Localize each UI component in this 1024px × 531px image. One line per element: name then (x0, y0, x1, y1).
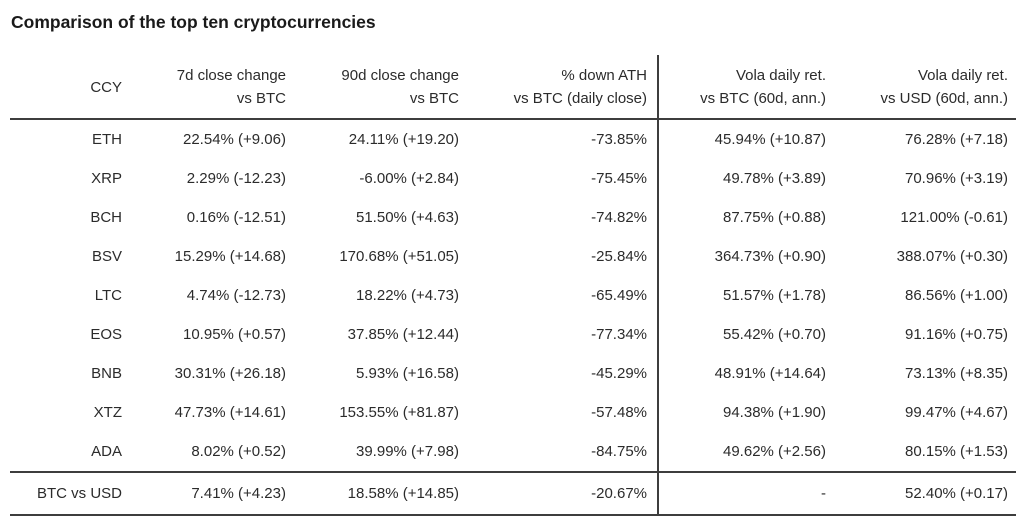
table-row-xrp: XRP 2.29% (-12.23) -6.00% (+2.84) -75.45… (10, 159, 1016, 198)
header-row: CCY 7d close change vs BTC 90d close cha… (10, 55, 1016, 120)
table-cell: 388.07% (+0.30) (896, 248, 1008, 265)
table-cell: -74.82% (591, 209, 647, 226)
ccy-label: BNB (91, 365, 122, 382)
ccy-label: XRP (91, 170, 122, 187)
table-row-bch: BCH 0.16% (-12.51) 51.50% (+4.63) -74.82… (10, 198, 1016, 237)
table-row-eth: ETH 22.54% (+9.06) 24.11% (+19.20) -73.8… (10, 119, 1016, 159)
table-cell: 47.73% (+14.61) (174, 404, 286, 421)
table-cell: 364.73% (+0.90) (657, 237, 826, 276)
table-row-bsv: BSV 15.29% (+14.68) 170.68% (+51.05) -25… (10, 237, 1016, 276)
ccy-label: BCH (90, 209, 122, 226)
table-cell: -25.84% (591, 248, 647, 265)
table-cell: 18.22% (+4.73) (356, 287, 459, 304)
ccy-label: ETH (92, 131, 122, 148)
table-cell: 24.11% (+19.20) (348, 131, 459, 148)
table-cell: -75.45% (591, 170, 647, 187)
table-body: ETH 22.54% (+9.06) 24.11% (+19.20) -73.8… (10, 119, 1016, 472)
table-cell: 86.56% (+1.00) (905, 287, 1008, 304)
table-header: CCY 7d close change vs BTC 90d close cha… (10, 55, 1016, 120)
table-cell: 10.95% (+0.57) (183, 326, 286, 343)
column-header-vola-vs-btc: Vola daily ret. vs BTC (60d, ann.) (657, 55, 826, 120)
table-cell: 18.58% (+14.85) (286, 471, 459, 516)
page-title: Comparison of the top ten cryptocurrenci… (11, 12, 376, 32)
ccy-label: EOS (90, 326, 122, 343)
table-cell: -65.49% (591, 287, 647, 304)
table-cell: 52.40% (+0.17) (826, 471, 1016, 516)
table-cell: - (657, 471, 826, 516)
page: Comparison of the top ten cryptocurrenci… (10, 12, 1016, 516)
table-cell: 4.74% (-12.73) (186, 287, 286, 304)
table-cell: 8.02% (+0.52) (191, 443, 286, 460)
table-cell: 51.50% (+4.63) (356, 209, 459, 226)
table-cell: 121.00% (-0.61) (900, 209, 1008, 226)
column-header-down-ath: % down ATH vs BTC (daily close) (459, 55, 658, 120)
column-header-90d-close-change: 90d close change vs BTC (286, 55, 459, 120)
table-cell: 153.55% (+81.87) (339, 404, 459, 421)
table-cell: 48.91% (+14.64) (657, 354, 826, 393)
table-cell: 0.16% (-12.51) (186, 209, 286, 226)
ccy-label: ADA (91, 443, 122, 460)
table-row-ltc: LTC 4.74% (-12.73) 18.22% (+4.73) -65.49… (10, 276, 1016, 315)
table-cell: 76.28% (+7.18) (905, 131, 1008, 148)
ccy-label: XTZ (93, 404, 122, 421)
ccy-label: LTC (94, 287, 122, 304)
table-cell: 2.29% (-12.23) (186, 170, 286, 187)
table-cell: -20.67% (459, 471, 658, 516)
table-cell: -6.00% (+2.84) (359, 170, 459, 187)
table-cell: 49.62% (+2.56) (657, 432, 826, 472)
table-cell: 94.38% (+1.90) (657, 393, 826, 432)
table-cell: 39.99% (+7.98) (356, 443, 459, 460)
table-cell: 7.41% (+4.23) (122, 471, 286, 516)
table-cell: 49.78% (+3.89) (657, 159, 826, 198)
table-cell: 15.29% (+14.68) (174, 248, 286, 265)
table-cell: 5.93% (+16.58) (356, 365, 459, 382)
ccy-label: BTC vs USD (10, 471, 122, 516)
table-cell: 70.96% (+3.19) (905, 170, 1008, 187)
column-header-vola-vs-usd: Vola daily ret. vs USD (60d, ann.) (826, 55, 1016, 120)
table-cell: 22.54% (+9.06) (183, 131, 286, 148)
table-cell: -73.85% (591, 131, 647, 148)
table-footer: BTC vs USD 7.41% (+4.23) 18.58% (+14.85)… (10, 471, 1016, 516)
table-cell: 87.75% (+0.88) (657, 198, 826, 237)
table-row-btc-vs-usd: BTC vs USD 7.41% (+4.23) 18.58% (+14.85)… (10, 471, 1016, 516)
table-cell: 55.42% (+0.70) (657, 315, 826, 354)
table-cell: 91.16% (+0.75) (905, 326, 1008, 343)
table-row-eos: EOS 10.95% (+0.57) 37.85% (+12.44) -77.3… (10, 315, 1016, 354)
ccy-label: BSV (91, 248, 122, 265)
table-cell: 37.85% (+12.44) (347, 326, 459, 343)
table-cell: -45.29% (591, 365, 647, 382)
column-header-7d-close-change: 7d close change vs BTC (122, 55, 286, 120)
table-cell: 99.47% (+4.67) (905, 404, 1008, 421)
table-cell: -57.48% (591, 404, 647, 421)
table-cell: 80.15% (+1.53) (905, 443, 1008, 460)
crypto-comparison-table: CCY 7d close change vs BTC 90d close cha… (10, 55, 1016, 516)
table-cell: -84.75% (591, 443, 647, 460)
table-cell: 51.57% (+1.78) (657, 276, 826, 315)
table-cell: -77.34% (591, 326, 647, 343)
table-cell: 30.31% (+26.18) (174, 365, 286, 382)
table-row-ada: ADA 8.02% (+0.52) 39.99% (+7.98) -84.75%… (10, 432, 1016, 472)
table-cell: 73.13% (+8.35) (905, 365, 1008, 382)
column-header-ccy: CCY (10, 55, 122, 120)
table-cell: 170.68% (+51.05) (339, 248, 459, 265)
table-row-bnb: BNB 30.31% (+26.18) 5.93% (+16.58) -45.2… (10, 354, 1016, 393)
table-cell: 45.94% (+10.87) (657, 119, 826, 159)
table-row-xtz: XTZ 47.73% (+14.61) 153.55% (+81.87) -57… (10, 393, 1016, 432)
